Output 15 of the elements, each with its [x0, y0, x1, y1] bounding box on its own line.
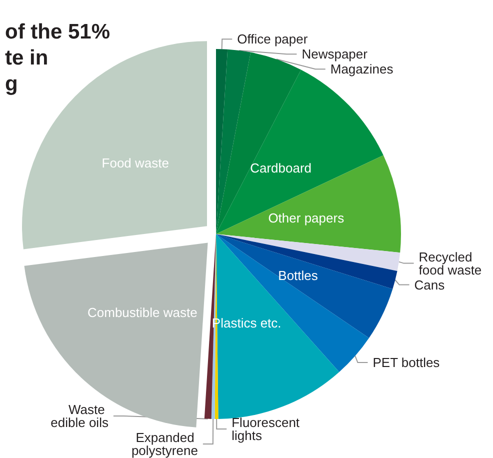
slice-label: Magazines: [330, 62, 394, 77]
slice-label: PET bottles: [372, 354, 440, 370]
slice-label: Other papers: [268, 210, 345, 226]
slice-label: Combustible waste: [87, 304, 198, 320]
slice-label: Fluorescent lights: [232, 415, 304, 443]
slice-label: Food waste: [102, 155, 169, 170]
slice-label: Bottles: [278, 268, 318, 283]
slice-label: Cardboard: [250, 160, 312, 176]
text: of the 51% te in g: [5, 20, 110, 96]
slice-label: Recycled food waste: [418, 249, 482, 278]
slice-label: Newspaper: [302, 46, 368, 62]
slice-label: Waste edible oils: [50, 402, 109, 430]
slice-label: Cans: [414, 277, 446, 292]
slice-label: Expanded polystyrene: [131, 430, 198, 458]
slice-label: Office paper: [237, 32, 308, 47]
